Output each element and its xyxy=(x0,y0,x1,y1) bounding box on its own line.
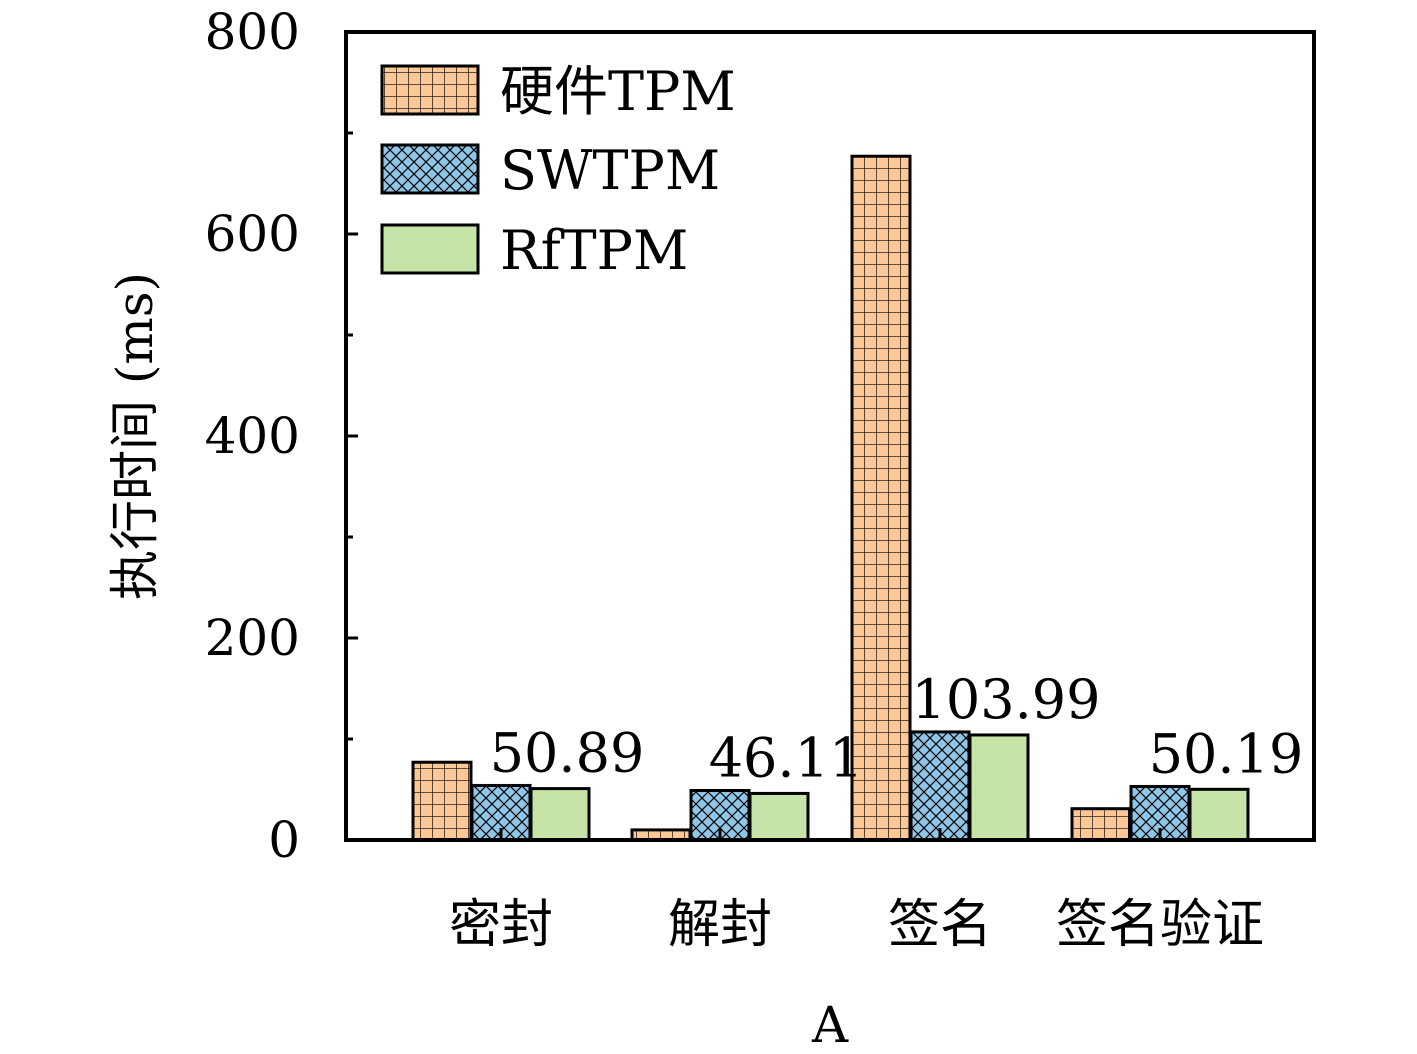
x-tick-label-2: 签名 xyxy=(888,895,992,955)
data-label-1: 46.11 xyxy=(709,727,864,790)
legend-swatch-硬件TPM xyxy=(380,64,480,116)
legend: 硬件TPM SWTPM RfTPM xyxy=(380,60,736,282)
y-tick-label-200: 200 xyxy=(205,609,300,667)
plot-frame xyxy=(344,30,1316,842)
legend-swatch-RfTPM xyxy=(380,223,480,275)
bar-RfTPM-密封 xyxy=(529,787,591,842)
y-tick-label-0: 0 xyxy=(268,811,300,869)
legend-swatch-SWTPM xyxy=(380,143,480,195)
bar-RfTPM-签名验证 xyxy=(1188,787,1250,842)
x-tick-label-1: 解封 xyxy=(668,895,772,955)
x-axis-title: A xyxy=(811,996,849,1054)
data-label-2: 103.99 xyxy=(912,668,1101,731)
bar-硬件TPM-密封 xyxy=(411,760,473,842)
legend-label-RfTPM: RfTPM xyxy=(500,219,688,282)
data-label-0: 50.89 xyxy=(490,721,645,784)
bar-硬件TPM-签名 xyxy=(850,154,912,842)
y-tick-label-400: 400 xyxy=(205,407,300,465)
legend-label-SWTPM: SWTPM xyxy=(500,139,720,202)
data-label-3: 50.19 xyxy=(1149,722,1304,785)
y-axis-title: 执行时间 (ms) xyxy=(106,272,164,600)
legend-label-硬件TPM: 硬件TPM xyxy=(500,60,736,123)
bar-RfTPM-签名 xyxy=(968,733,1030,842)
bar-SWTPM-签名 xyxy=(909,730,971,842)
bar-RfTPM-解封 xyxy=(748,791,810,842)
y-tick-label-800: 800 xyxy=(205,3,300,61)
y-tick-label-600: 600 xyxy=(205,205,300,263)
x-tick-label-0: 密封 xyxy=(449,895,553,955)
x-tick-label-3: 签名验证 xyxy=(1056,895,1264,955)
bar-硬件TPM-签名验证 xyxy=(1070,807,1132,842)
